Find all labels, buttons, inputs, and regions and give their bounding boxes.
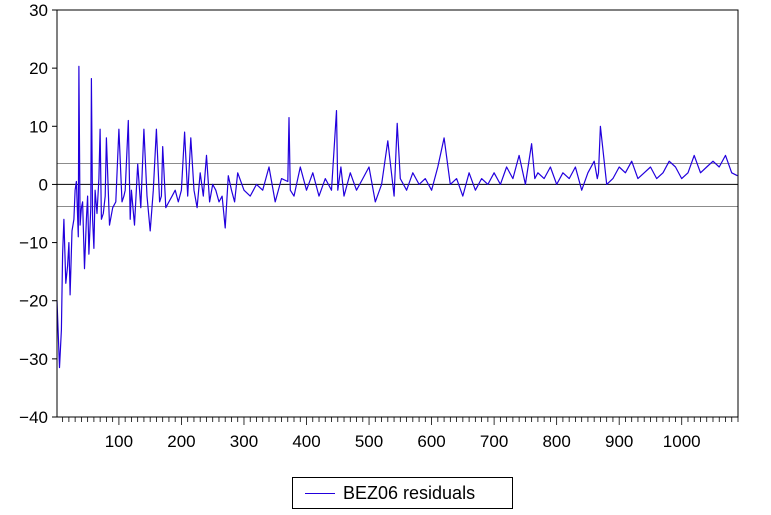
plot-frame: [56, 9, 739, 418]
legend: BEZ06 residuals: [292, 477, 513, 509]
y-tick-label: −20: [19, 292, 48, 311]
x-axis: 100 200 300 400 500 600 700 800 900 1000: [62, 417, 739, 451]
x-tick-label: 700: [480, 432, 508, 451]
x-tick-label: 600: [417, 432, 445, 451]
y-tick-label: 10: [29, 117, 48, 136]
y-tick-label: 0: [39, 175, 48, 194]
x-tick-label: 100: [105, 432, 133, 451]
reference-lines: [57, 163, 738, 207]
x-tick-label: 300: [230, 432, 258, 451]
x-tick-label: 500: [355, 432, 383, 451]
x-tick-label: 900: [605, 432, 633, 451]
x-tick-label: 200: [167, 432, 195, 451]
legend-swatch: [305, 493, 335, 494]
x-tick-label: 1000: [663, 432, 701, 451]
y-tick-label: 30: [29, 1, 48, 20]
series-line: [56, 65, 738, 369]
x-tick-label: 400: [292, 432, 320, 451]
y-tick-label: −40: [19, 408, 48, 427]
legend-label: BEZ06 residuals: [343, 483, 476, 503]
series-layer: [56, 65, 738, 369]
x-tick-label: 800: [542, 432, 570, 451]
y-tick-label: −10: [19, 234, 48, 253]
y-axis: 30 20 10 0 −10 −20 −30 −40: [19, 1, 57, 427]
y-tick-label: −30: [19, 350, 48, 369]
y-tick-label: 20: [29, 59, 48, 78]
